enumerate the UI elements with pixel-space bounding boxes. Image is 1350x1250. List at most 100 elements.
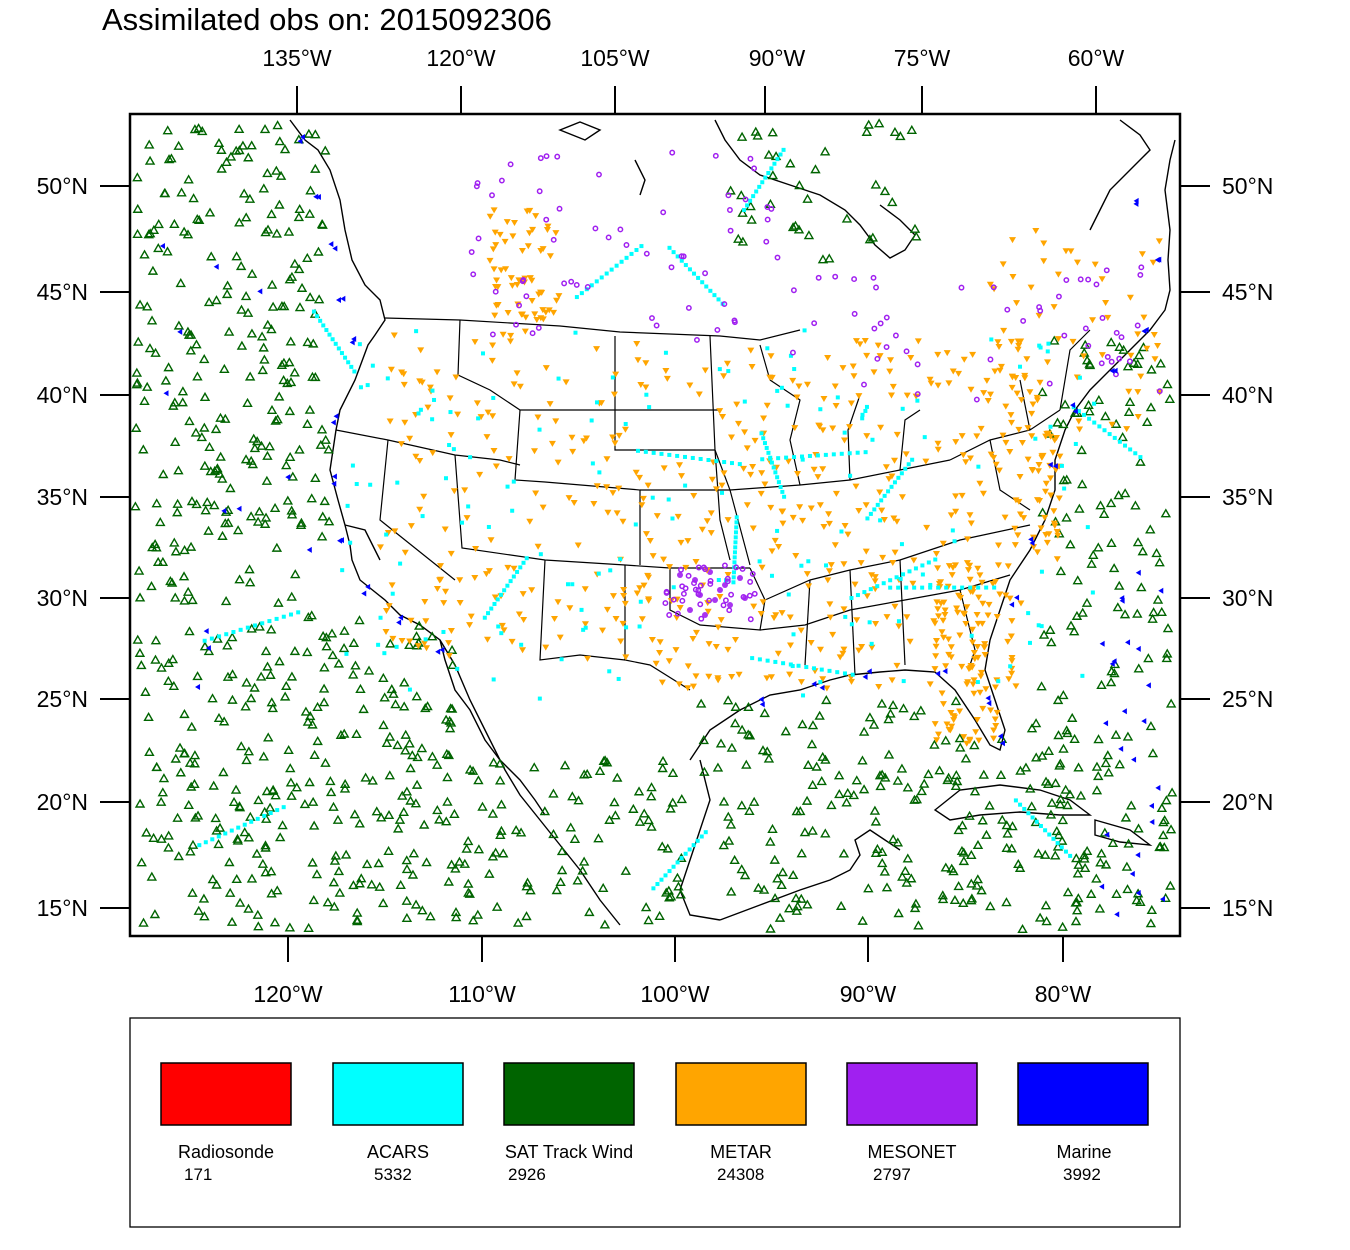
sat-wind-marker (929, 739, 940, 749)
metar-marker (1002, 592, 1010, 599)
sat-wind-marker (139, 395, 150, 405)
metar-marker (724, 517, 732, 524)
acars-marker (751, 194, 756, 199)
acars-marker (683, 483, 688, 488)
metar-marker (1012, 497, 1020, 504)
sat-wind-marker (133, 336, 144, 346)
sat-wind-marker (1166, 787, 1178, 797)
sat-wind-marker (244, 193, 256, 203)
metar-marker (771, 537, 779, 544)
metar-marker (609, 434, 617, 441)
sat-wind-marker (1132, 608, 1143, 618)
acars-marker (349, 364, 354, 369)
sat-wind-marker (953, 881, 964, 891)
acars-marker (695, 838, 700, 843)
acars-marker (390, 591, 395, 596)
state-borders (335, 317, 1091, 691)
metar-marker (677, 539, 685, 546)
metar-marker (518, 247, 526, 254)
acars-marker (583, 625, 588, 630)
acars-marker (524, 556, 529, 561)
acars-marker (460, 520, 465, 525)
sat-wind-marker (841, 797, 852, 807)
acars-marker (1048, 424, 1053, 429)
acars-marker (1027, 640, 1032, 645)
sat-wind-marker (258, 751, 269, 761)
sat-wind-marker (1165, 880, 1176, 890)
sat-wind-marker (217, 473, 228, 483)
sat-wind-marker (304, 292, 316, 302)
metar-marker (407, 523, 415, 530)
mesonet-marker (536, 188, 543, 195)
acars-marker (197, 843, 202, 848)
sat-wind-marker (303, 128, 315, 138)
sat-wind-marker (1065, 620, 1077, 630)
mesonet-marker (685, 304, 692, 311)
mesonet-marker (678, 566, 684, 573)
acars-marker (899, 542, 904, 547)
acars-marker (624, 625, 629, 630)
mesonet-marker (568, 278, 575, 285)
marine-marker (285, 474, 291, 481)
sat-wind-marker (577, 865, 588, 875)
sat-wind-marker (253, 921, 264, 931)
sat-wind-marker (251, 848, 263, 858)
metar-marker (982, 686, 990, 693)
sat-wind-marker (211, 825, 222, 835)
acars-marker (872, 507, 877, 512)
sat-wind-marker (1066, 712, 1078, 722)
sat-wind-marker (352, 907, 363, 917)
sat-wind-marker (348, 880, 359, 890)
mesonet-marker (1134, 322, 1141, 329)
sat-wind-marker (178, 226, 190, 236)
sat-wind-marker (785, 158, 796, 168)
sat-wind-marker (150, 347, 161, 357)
metar-marker (504, 310, 512, 317)
acars-marker (637, 624, 642, 629)
acars-marker (537, 696, 542, 701)
sat-wind-marker (900, 865, 911, 875)
sat-wind-marker (763, 149, 775, 159)
acars-marker (489, 606, 494, 611)
sat-wind-marker (594, 765, 606, 775)
legend-name-mesonet: MESONET (867, 1142, 957, 1162)
acars-marker (1038, 824, 1043, 829)
right-lat-label: 20°N (1222, 789, 1273, 815)
sat-wind-marker (262, 167, 273, 178)
metar-marker (758, 564, 766, 571)
sat-wind-marker (868, 719, 880, 729)
acars-marker (216, 834, 221, 839)
acars-marker (651, 886, 656, 891)
mesonet-marker (697, 582, 704, 589)
sat-wind-marker (251, 436, 263, 446)
sat-wind-marker (977, 815, 988, 825)
sat-wind-marker (392, 823, 404, 833)
metar-marker (581, 621, 589, 628)
metar-marker (724, 571, 732, 578)
sat-wind-marker (737, 236, 749, 246)
sat-wind-marker (1164, 393, 1175, 404)
acars-marker (875, 502, 880, 507)
metar-marker (642, 531, 650, 538)
metar-marker (1089, 317, 1097, 324)
sat-wind-marker (261, 475, 273, 485)
sat-wind-marker (149, 909, 161, 919)
metar-marker (820, 396, 828, 403)
sat-wind-marker (187, 839, 199, 849)
metar-marker (708, 476, 716, 483)
metar-marker (973, 433, 981, 440)
metar-marker (868, 644, 876, 651)
metar-marker (619, 518, 627, 525)
mesonet-marker (883, 314, 890, 321)
sat-wind-marker (273, 391, 285, 401)
metar-marker (1102, 300, 1110, 307)
metar-marker (981, 641, 989, 648)
metar-marker (931, 666, 939, 673)
sat-wind-marker (221, 288, 233, 299)
metar-marker (634, 357, 642, 364)
metar-marker (855, 393, 863, 400)
sat-wind-marker (187, 887, 198, 897)
sat-wind-marker (192, 371, 203, 381)
metar-marker (526, 207, 534, 214)
sat-wind-marker (857, 915, 868, 925)
